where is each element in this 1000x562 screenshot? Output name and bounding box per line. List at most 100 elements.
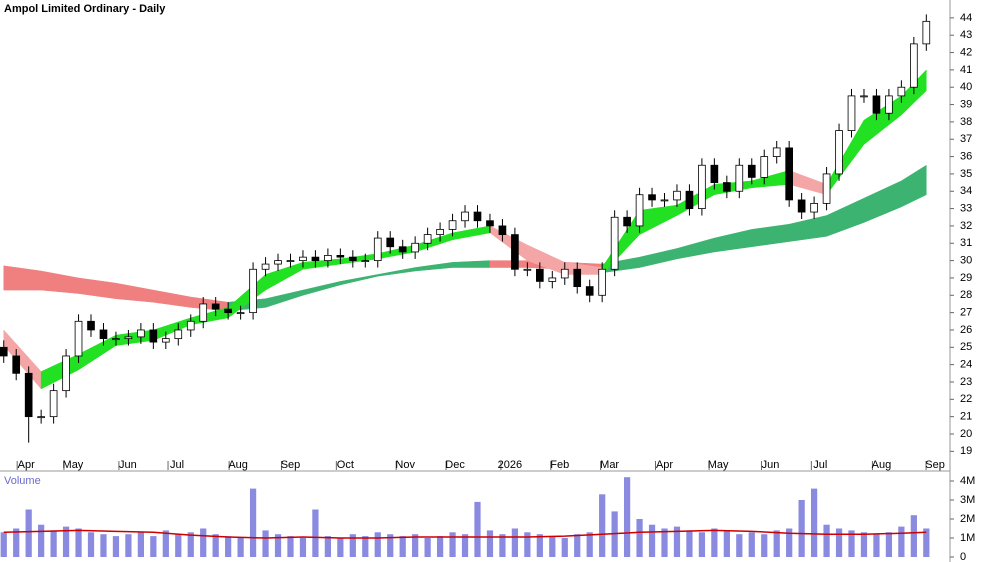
candle-body <box>174 329 183 340</box>
candle-body <box>747 164 756 178</box>
y-tick-label: 22 <box>960 393 972 405</box>
y-tick-label: 43 <box>960 29 972 41</box>
volume-bar <box>237 538 244 557</box>
volume-bar <box>461 534 469 557</box>
volume-bar <box>511 528 519 557</box>
volume-bar <box>324 536 332 557</box>
volume-bar <box>162 530 169 557</box>
y-tick-label: 25 <box>960 341 972 353</box>
candle-body <box>910 43 918 88</box>
candle-body <box>386 237 395 248</box>
candle-body <box>573 268 582 288</box>
y-tick-label: 32 <box>960 220 972 232</box>
y-tick-label: 19 <box>960 445 972 457</box>
candle-body <box>112 338 120 341</box>
candle-body <box>635 194 644 227</box>
x-tick-label: Jun <box>119 459 137 471</box>
x-tick-label: Sep <box>281 459 301 471</box>
candle-body <box>598 268 606 296</box>
candle-body <box>0 346 8 357</box>
volume-bar <box>424 538 431 557</box>
candle-body <box>436 228 444 236</box>
volume-bar <box>923 528 930 557</box>
x-tick-label: May <box>63 459 84 471</box>
volume-bar <box>349 534 356 557</box>
candle-body <box>660 199 669 202</box>
x-tick-label: Jul <box>170 459 184 471</box>
candle-body <box>311 256 320 262</box>
volume-bar <box>810 488 818 557</box>
volume-bar <box>673 526 681 557</box>
volume-bar <box>661 528 668 557</box>
x-tick-label: Jul <box>813 459 827 471</box>
volume-bar <box>698 532 706 557</box>
candle-body <box>124 336 133 340</box>
candle-body <box>511 234 519 270</box>
volume-bar <box>225 536 232 557</box>
candle-body <box>685 190 694 209</box>
x-tick-label: May <box>708 459 729 471</box>
candle-body <box>473 211 482 222</box>
y-tick-label: 26 <box>960 324 972 336</box>
volume-bar <box>636 519 643 557</box>
volume-tick-label: 0 <box>960 551 966 562</box>
candle-body <box>249 268 257 314</box>
candle-body <box>822 173 831 204</box>
volume-bar <box>362 536 369 557</box>
volume-bar <box>200 528 207 557</box>
candle-body <box>49 390 58 418</box>
candle-body <box>523 268 532 271</box>
y-tick-label: 36 <box>960 150 972 162</box>
y-tick-label: 40 <box>960 81 972 93</box>
candle-body <box>348 256 357 262</box>
volume-ma-line <box>3 529 927 539</box>
y-tick-label: 42 <box>960 46 972 58</box>
volume-bar <box>574 534 581 557</box>
candle-body <box>847 95 856 131</box>
candle-body <box>735 164 744 192</box>
volume-bar <box>586 532 593 557</box>
volume-bar <box>13 528 20 557</box>
candle-body <box>411 242 419 253</box>
candle-body <box>99 329 108 340</box>
x-tick-label: Aug <box>872 459 892 471</box>
x-tick-label: Apr <box>18 459 35 471</box>
volume-bar <box>175 534 182 557</box>
volume-bar <box>38 524 45 557</box>
candle-body <box>461 211 469 222</box>
volume-bar <box>798 500 805 557</box>
y-tick-label: 20 <box>960 428 972 440</box>
volume-bar <box>885 532 893 557</box>
candle-body <box>199 303 208 322</box>
volume-bar <box>150 536 157 557</box>
volume-bar <box>686 530 693 557</box>
y-tick-label: 33 <box>960 202 972 214</box>
candle-body <box>610 216 619 270</box>
candle-body <box>486 220 494 227</box>
volume-bar <box>848 530 855 557</box>
candle-body <box>560 268 569 279</box>
volume-bar <box>524 532 531 557</box>
candle-body <box>772 147 781 157</box>
x-tick-label: 2026 <box>498 459 522 471</box>
x-tick-label: Jun <box>762 459 780 471</box>
candle-body <box>74 320 83 357</box>
x-tick-label: Feb <box>550 459 569 471</box>
volume-bar <box>486 530 494 557</box>
volume-bar <box>125 534 132 557</box>
y-tick-label: 30 <box>960 255 972 267</box>
volume-bar <box>910 515 917 557</box>
candle-body <box>87 320 95 331</box>
y-tick-label: 44 <box>960 12 972 24</box>
y-tick-label: 23 <box>960 376 972 388</box>
volume-bar <box>387 534 394 557</box>
candle-body <box>835 130 843 175</box>
volume-bar <box>212 534 219 557</box>
y-tick-label: 28 <box>960 289 972 301</box>
candle-body <box>261 263 270 270</box>
volume-bar <box>399 536 406 557</box>
x-tick-label: Aug <box>228 459 248 471</box>
x-tick-label: Mar <box>600 459 619 471</box>
candle-body <box>286 260 295 263</box>
